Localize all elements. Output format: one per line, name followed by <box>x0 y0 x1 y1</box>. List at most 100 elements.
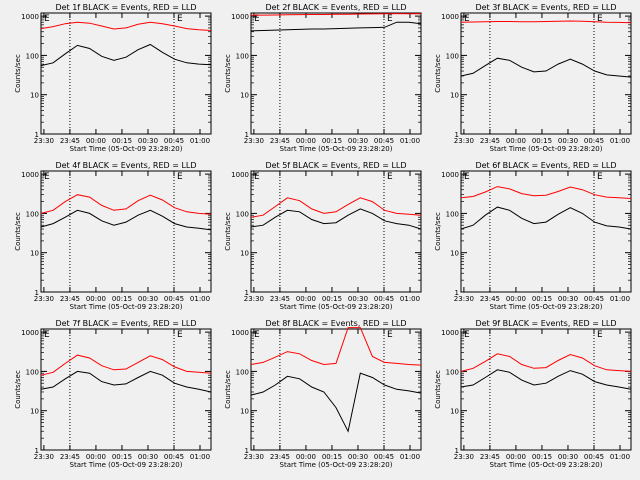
series-lld <box>250 327 422 366</box>
x-tick-label: 23:30 <box>454 137 474 145</box>
chart-panel-5: Det 5f BLACK = Events, RED = LLD 1 10 100 10… <box>224 161 422 311</box>
x-tick-label: 01:00 <box>610 137 630 145</box>
y-tick-label: 1000 <box>441 329 459 337</box>
y-tick-label: 100 <box>446 210 459 218</box>
y-tick-label: 1 <box>245 289 249 297</box>
y-tick-label: 1 <box>245 131 249 139</box>
x-tick-label: 00:00 <box>86 453 106 461</box>
y-axis-label: Counts/sec <box>434 370 442 409</box>
marker-label-right: E <box>597 172 603 182</box>
x-axis-label: Start Time (05-Oct-09 23:28:20) <box>490 461 603 469</box>
x-tick-label: 00:45 <box>584 453 604 461</box>
plot-frame <box>250 328 422 451</box>
x-tick-label: 00:15 <box>322 137 342 145</box>
plot-frame <box>40 328 212 451</box>
marker-label-right: E <box>387 330 393 340</box>
y-tick-label: 1 <box>455 447 459 455</box>
x-tick-label: 00:30 <box>558 137 578 145</box>
series-events <box>460 57 632 78</box>
chart-panel-1: Det 1f BLACK = Events, RED = LLD 1 10 100 10… <box>14 3 212 153</box>
x-axis-label: Start Time (05-Oct-09 23:28:20) <box>490 145 603 153</box>
x-tick-label: 01:00 <box>610 295 630 303</box>
y-tick-label: 100 <box>236 368 249 376</box>
x-tick-label: 00:15 <box>532 295 552 303</box>
y-tick-label: 100 <box>446 368 459 376</box>
chart-title: Det 5f BLACK = Events, RED = LLD <box>265 161 406 170</box>
x-tick-label: 00:45 <box>374 137 394 145</box>
chart-panel-2: Det 2f BLACK = Events, RED = LLD 1 10 100 10… <box>224 3 422 153</box>
x-tick-label: 00:30 <box>558 453 578 461</box>
y-axis-label: Counts/sec <box>224 212 232 251</box>
plot-frame <box>250 170 422 293</box>
y-axis-label: Counts/sec <box>434 54 442 93</box>
y-tick-label: 10 <box>240 408 249 416</box>
x-tick-label: 23:45 <box>480 137 500 145</box>
series-events <box>40 209 212 231</box>
x-tick-label: 23:30 <box>244 137 264 145</box>
y-tick-label: 1 <box>35 447 39 455</box>
marker-label-right: E <box>177 14 183 24</box>
x-tick-label: 23:45 <box>270 453 290 461</box>
x-tick-label: 00:30 <box>348 137 368 145</box>
y-tick-label: 1000 <box>21 329 39 337</box>
chart-title: Det 2f BLACK = Events, RED = LLD <box>265 3 406 12</box>
y-tick-label: 10 <box>450 250 459 258</box>
x-tick-label: 00:30 <box>138 295 158 303</box>
marker-label-right: E <box>177 330 183 340</box>
x-tick-label: 01:00 <box>190 295 210 303</box>
marker-label-right: E <box>387 172 393 182</box>
marker-label-right: E <box>387 14 393 24</box>
x-tick-label: 00:45 <box>584 295 604 303</box>
x-tick-label: 00:30 <box>348 453 368 461</box>
y-tick-label: 1000 <box>21 171 39 179</box>
y-tick-label: 10 <box>30 250 39 258</box>
series-lld <box>40 21 212 31</box>
x-tick-label: 23:45 <box>60 453 80 461</box>
x-tick-label: 00:30 <box>138 137 158 145</box>
x-tick-label: 23:30 <box>34 295 54 303</box>
marker-label-right: E <box>597 330 603 340</box>
marker-label-left: E <box>254 330 260 340</box>
y-tick-label: 10 <box>450 408 459 416</box>
x-tick-label: 00:00 <box>296 295 316 303</box>
x-tick-label: 23:45 <box>270 295 290 303</box>
series-events <box>40 43 212 67</box>
x-tick-label: 00:45 <box>374 295 394 303</box>
x-tick-label: 23:45 <box>60 137 80 145</box>
series-events <box>460 369 632 390</box>
x-tick-label: 00:00 <box>296 453 316 461</box>
chart-panel-3: Det 3f BLACK = Events, RED = LLD 1 10 100 10… <box>434 3 632 153</box>
x-tick-label: 01:00 <box>400 295 420 303</box>
y-tick-label: 10 <box>240 92 249 100</box>
series-lld <box>40 194 212 215</box>
marker-label-right: E <box>597 14 603 24</box>
x-tick-label: 00:15 <box>112 137 132 145</box>
marker-label-left: E <box>44 330 50 340</box>
y-tick-label: 1000 <box>441 13 459 21</box>
x-tick-label: 23:30 <box>244 295 264 303</box>
x-tick-label: 01:00 <box>190 137 210 145</box>
marker-label-right: E <box>177 172 183 182</box>
x-tick-label: 00:45 <box>164 137 184 145</box>
y-tick-label: 1 <box>35 289 39 297</box>
y-tick-label: 100 <box>236 210 249 218</box>
marker-label-left: E <box>254 172 260 182</box>
chart-title: Det 7f BLACK = Events, RED = LLD <box>55 319 196 328</box>
y-tick-label: 1 <box>455 131 459 139</box>
y-tick-label: 100 <box>446 52 459 60</box>
x-tick-label: 23:45 <box>480 453 500 461</box>
y-axis-label: Counts/sec <box>14 212 22 251</box>
x-tick-label: 00:45 <box>164 295 184 303</box>
x-tick-label: 23:30 <box>34 453 54 461</box>
marker-label-left: E <box>464 172 470 182</box>
x-tick-label: 00:00 <box>506 453 526 461</box>
x-tick-label: 00:15 <box>112 453 132 461</box>
y-tick-label: 1000 <box>21 13 39 21</box>
y-axis-label: Counts/sec <box>224 370 232 409</box>
x-axis-label: Start Time (05-Oct-09 23:28:20) <box>70 303 183 311</box>
plot-frame <box>250 12 422 135</box>
chart-panel-8: Det 8f BLACK = Events, RED = LLD 1 10 100 10… <box>224 319 422 469</box>
chart-title: Det 1f BLACK = Events, RED = LLD <box>55 3 196 12</box>
series-lld <box>460 20 632 24</box>
